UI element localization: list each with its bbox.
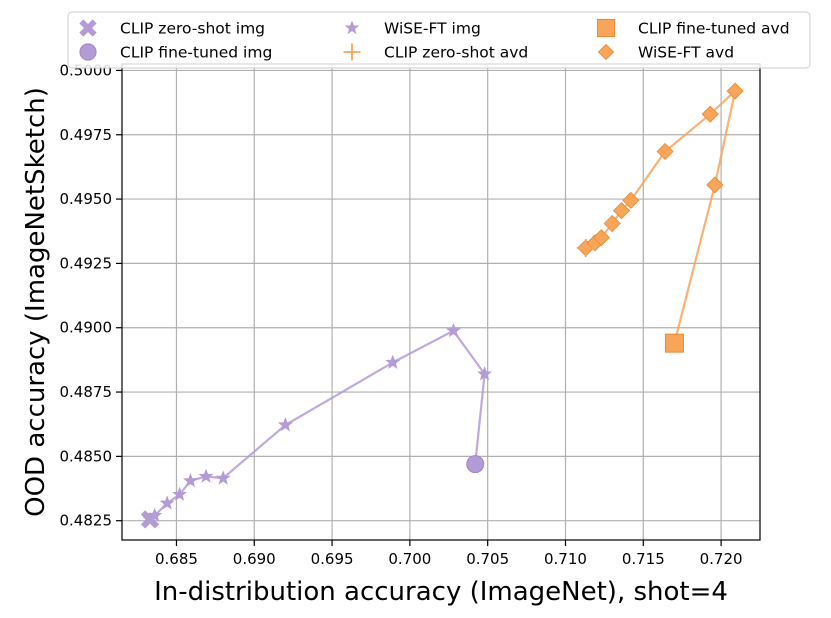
legend-label: CLIP zero-shot img (120, 20, 265, 38)
data-point-wise-ft-avd (592, 229, 610, 247)
data-point-wise-ft-img (159, 495, 175, 510)
x-tick-label: 0.690 (233, 550, 276, 568)
data-point-wise-ft-avd (603, 214, 621, 233)
x-tick-label: 0.700 (388, 550, 431, 568)
y-tick-label: 0.4925 (60, 254, 113, 272)
legend-entry: CLIP zero-shot img (79, 19, 265, 38)
series-clip-fine-tuned-avd (664, 333, 684, 353)
legend-entry: CLIP fine-tuned img (79, 43, 272, 62)
legend-marker-square (596, 18, 616, 38)
series-wise-ft-avd (577, 82, 744, 352)
series-line-wise-ft-img (149, 329, 486, 521)
legend-label: WiSE-FT avd (638, 44, 734, 62)
x-tick-label: 0.695 (311, 550, 354, 568)
x-tick-label: 0.710 (544, 550, 587, 568)
x-tick-label: 0.715 (622, 550, 665, 568)
data-point-wise-ft-avd (701, 105, 719, 123)
data-point-wise-ft-img (385, 354, 401, 369)
data-point-wise-ft-img (215, 470, 231, 485)
legend-label: CLIP fine-tuned img (120, 44, 272, 62)
plot-frame (121, 63, 761, 541)
legend-label: CLIP fine-tuned avd (638, 20, 790, 38)
data-point-wise-ft-avd (706, 176, 724, 194)
y-tick-label: 0.4950 (60, 190, 113, 208)
data-point-wise-ft-img (198, 468, 214, 483)
y-tick-label: 0.4875 (60, 383, 113, 401)
legend-label: CLIP zero-shot avd (384, 44, 528, 62)
series-clip-fine-tuned-img (466, 455, 485, 474)
legend-box (67, 11, 811, 69)
x-tick-label: 0.705 (466, 550, 509, 568)
data-point-wise-ft-img (172, 486, 188, 501)
y-tick-label: 0.4825 (60, 512, 113, 530)
data-point-wise-ft-avd (656, 142, 674, 161)
data-point-clip-zero-shot-avd (576, 238, 595, 257)
ticks: 0.685 0.690 0.695 0.700 0.705 0.710 0.715 0.720… (60, 61, 743, 568)
series-clip-zero-shot-img (140, 510, 160, 529)
x-axis-label: In-distribution accuracy (ImageNet), sho… (154, 577, 728, 607)
legend-marker-diamond (597, 43, 615, 61)
data-point-clip-fine-tuned-img (466, 455, 485, 474)
data-point-wise-ft-img (445, 322, 461, 338)
data-point-wise-ft-img (182, 472, 198, 488)
series-clip-zero-shot-avd (576, 238, 595, 257)
legend-marker-star (344, 20, 360, 35)
series-wise-ft-img (142, 322, 493, 526)
legend-marker-x (79, 19, 97, 37)
x-tick-label: 0.685 (155, 550, 198, 568)
grid (122, 64, 760, 540)
y-tick-label: 0.4850 (60, 447, 113, 465)
data-point-wise-ft-avd (612, 202, 631, 220)
data-point-wise-ft-img (277, 417, 293, 432)
x-tick-label: 0.720 (700, 550, 743, 568)
legend-entry: CLIP zero-shot avd (343, 43, 528, 62)
legend-entry: WiSE-FT img (344, 20, 481, 38)
data-point-clip-zero-shot-img (140, 510, 160, 529)
legend-entry: CLIP fine-tuned avd (596, 18, 790, 38)
data-point-wise-ft-avd (726, 82, 744, 100)
legend-marker-o (79, 43, 97, 61)
y-tick-label: 0.4975 (60, 126, 113, 144)
legend-marker-plus (343, 43, 361, 61)
data-point-clip-fine-tuned-avd (664, 333, 684, 353)
y-tick-label: 0.4900 (60, 319, 113, 337)
legend: CLIP zero-shot img CLIP fine-tuned img WiS… (67, 11, 811, 69)
y-axis-label: OOD accuracy (ImageNetSketch) (21, 87, 51, 517)
data-point-wise-ft-avd (622, 191, 640, 209)
series-layer (140, 82, 744, 529)
data-point-wise-ft-img (477, 366, 493, 381)
series-line-wise-ft-avd (585, 87, 737, 344)
legend-label: WiSE-FT img (384, 20, 481, 38)
legend-entry: WiSE-FT avd (597, 43, 734, 62)
